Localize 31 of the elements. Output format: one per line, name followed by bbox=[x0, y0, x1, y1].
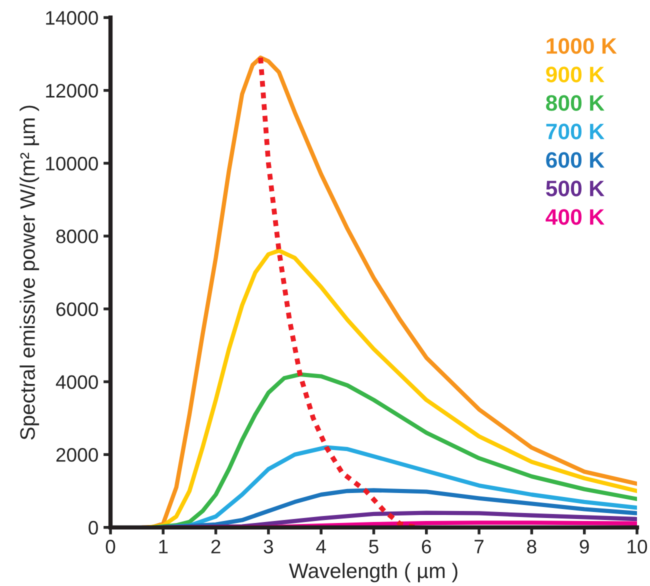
text: 700 K bbox=[546, 124, 604, 140]
y-tick-label: 2000 bbox=[56, 448, 98, 462]
x-tick-label: 1 bbox=[159, 540, 168, 554]
text: 600 K bbox=[546, 152, 604, 168]
x-tick-label: 7 bbox=[474, 540, 484, 554]
text: 400 K bbox=[546, 209, 604, 225]
line-series bbox=[161, 488, 637, 528]
x-tick-label: 0 bbox=[106, 540, 116, 554]
x-tick-label: 6 bbox=[422, 540, 431, 554]
text: 900 K bbox=[546, 66, 604, 82]
x-tick-label: 4 bbox=[316, 540, 326, 554]
y-tick-label: 12000 bbox=[46, 84, 98, 98]
y-tick-label: 4000 bbox=[56, 375, 98, 389]
y-tick-label: 14000 bbox=[46, 11, 98, 25]
text: 800 K bbox=[546, 95, 604, 111]
y-axis-title: Spectral emissive power W/(m² µm ) bbox=[20, 106, 40, 440]
x-tick-label: 8 bbox=[527, 540, 536, 554]
y-tick-label: 0 bbox=[88, 520, 98, 535]
x-tick-label: 2 bbox=[211, 540, 220, 554]
x-axis-title: Wavelength ( µm ) bbox=[288, 562, 458, 582]
x-tick-label: 3 bbox=[264, 540, 274, 554]
y-tick-label: 10000 bbox=[46, 156, 98, 170]
line-series bbox=[150, 372, 637, 528]
x-tick-label: 10 bbox=[628, 540, 648, 554]
y-tick-label: 8000 bbox=[56, 230, 98, 244]
text: 500 K bbox=[546, 180, 604, 196]
y-tick-label: 6000 bbox=[56, 302, 98, 316]
text: 1000 K bbox=[546, 38, 617, 54]
x-tick-label: 5 bbox=[369, 540, 378, 554]
line-series bbox=[145, 248, 637, 528]
x-tick-label: 9 bbox=[580, 540, 589, 554]
